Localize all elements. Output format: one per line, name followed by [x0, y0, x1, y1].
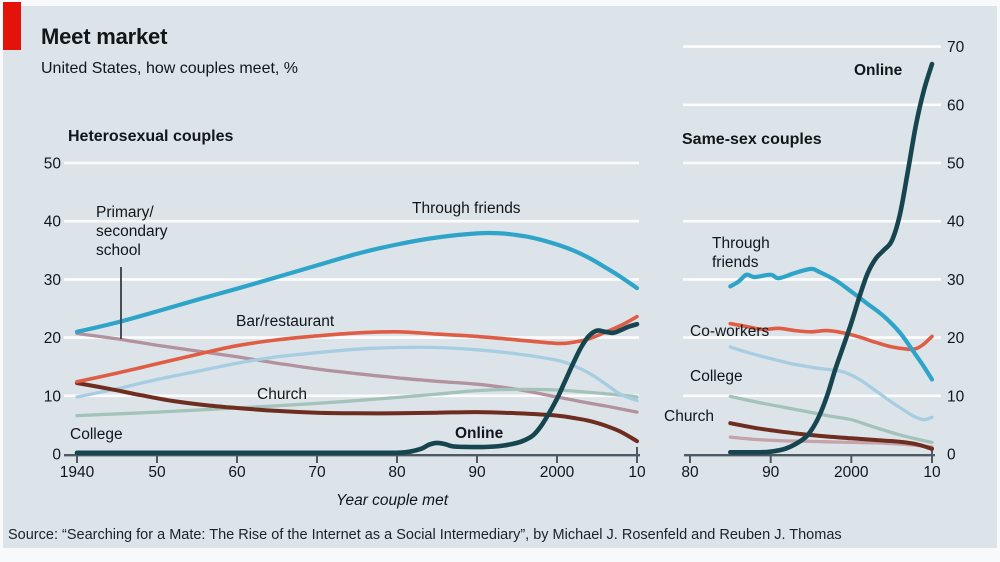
brand-red-tab	[3, 2, 21, 50]
series-label-online-right: Online	[854, 62, 903, 79]
panel-title-heterosexual: Heterosexual couples	[68, 128, 234, 145]
series-label-co-workers: Co-workers	[690, 323, 770, 340]
series-label-primary-secondary-school: Primary/ secondary school	[96, 204, 168, 259]
series-label-church-right: Church	[664, 408, 714, 425]
plot-background	[3, 6, 997, 548]
source-note: Source: “Searching for a Mate: The Rise …	[8, 527, 842, 543]
school-label-pointer-line	[120, 267, 122, 339]
chart-subtitle: United States, how couples meet, %	[41, 60, 299, 77]
series-label-online-left: Online	[455, 425, 504, 442]
series-label-through-friends-right: Through friends	[712, 235, 770, 271]
x-axis-title: Year couple met	[335, 492, 448, 509]
series-label-church-left: Church	[257, 386, 307, 403]
series-label-college-right: College	[690, 368, 743, 385]
series-label-through-friends-left: Through friends	[412, 200, 521, 217]
series-label-bar-restaurant: Bar/restaurant	[236, 313, 335, 330]
series-label-college-left: College	[70, 426, 123, 443]
panel-title-same-sex: Same-sex couples	[682, 131, 822, 148]
chart-title: Meet market	[41, 24, 168, 49]
